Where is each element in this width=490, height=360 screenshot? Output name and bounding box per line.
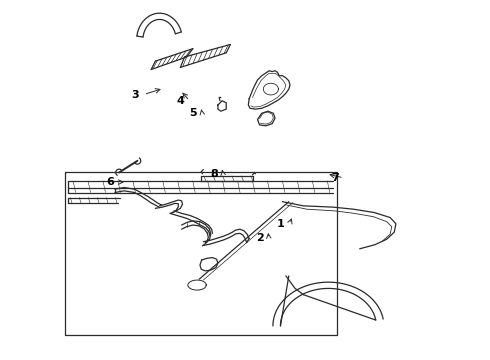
Text: 7: 7 <box>331 173 339 183</box>
Text: 6: 6 <box>106 177 114 187</box>
Text: 5: 5 <box>190 108 197 118</box>
Text: 2: 2 <box>256 233 264 243</box>
Text: 8: 8 <box>210 169 218 179</box>
Text: 1: 1 <box>277 219 285 229</box>
Text: 4: 4 <box>177 96 185 106</box>
Text: 3: 3 <box>131 90 139 99</box>
